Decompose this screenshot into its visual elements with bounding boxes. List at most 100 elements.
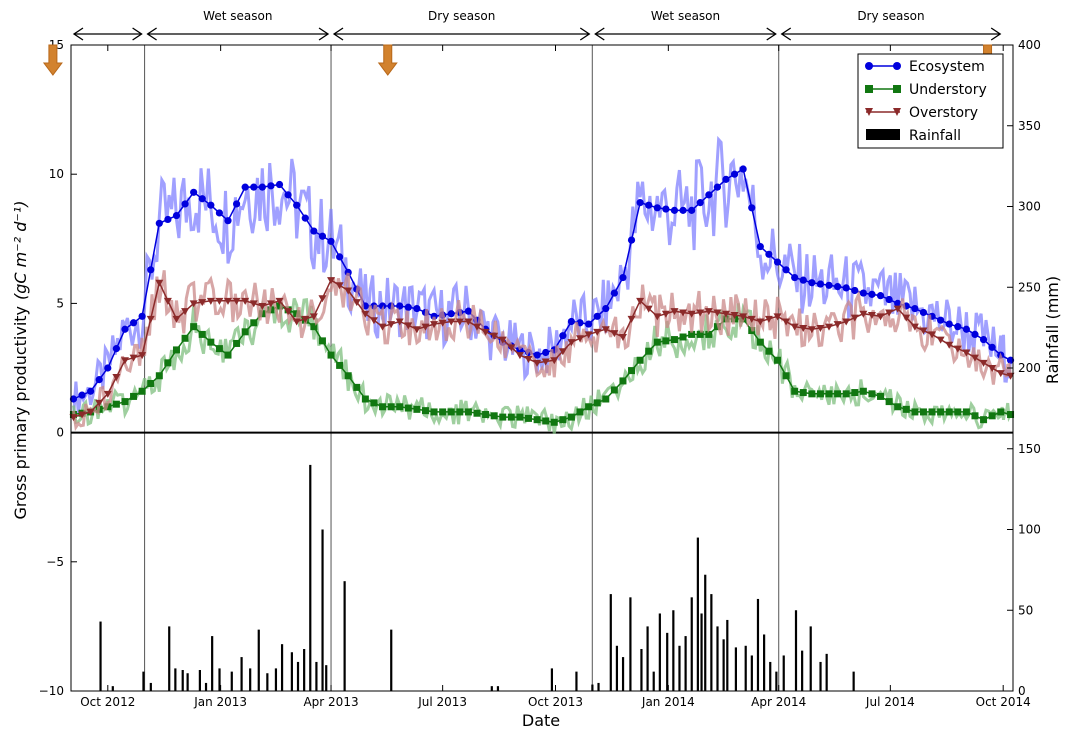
marker-overstory	[653, 313, 662, 321]
marker-overstory	[558, 348, 567, 356]
rainfall-bar	[211, 636, 214, 691]
marker-overstory	[241, 297, 250, 305]
marker-ecosystem	[851, 286, 859, 295]
marker-overstory	[146, 315, 155, 323]
marker-understory	[473, 409, 481, 417]
marker-ecosystem	[310, 227, 318, 235]
x-tick-label: Apr 2013	[303, 695, 358, 709]
marker-overstory	[206, 297, 215, 305]
x-tick-label: Apr 2014	[751, 695, 806, 709]
marker-understory	[370, 399, 378, 407]
rainfall-bar	[296, 661, 300, 691]
marker-understory	[799, 389, 807, 397]
marker-overstory	[103, 390, 112, 398]
season-label: Wet season	[203, 9, 272, 23]
marker-ecosystem	[859, 289, 867, 297]
marker-understory	[628, 367, 636, 375]
marker-understory	[250, 319, 258, 327]
rainfall-bar	[597, 682, 600, 691]
marker-understory	[181, 334, 189, 342]
marker-understory	[224, 351, 232, 359]
marker-understory	[894, 403, 902, 411]
marker-ecosystem	[945, 320, 953, 328]
x-tick-label: Jan 2014	[641, 695, 695, 709]
marker-overstory	[953, 345, 962, 353]
series-markers-overstory	[69, 277, 1015, 422]
marker-overstory	[533, 359, 542, 367]
marker-overstory	[172, 315, 181, 323]
marker-overstory	[232, 297, 241, 305]
rainfall-bar	[149, 682, 152, 691]
marker-understory	[464, 408, 472, 416]
marker-understory	[318, 337, 326, 345]
marker-ecosystem	[799, 276, 807, 284]
marker-understory	[653, 338, 661, 346]
event-arrow	[42, 44, 63, 76]
marker-overstory	[412, 326, 421, 334]
legend-label-ecosystem: Ecosystem	[909, 59, 985, 75]
legend-entry-overstory: Overstory	[865, 105, 978, 121]
marker-ecosystem	[172, 211, 181, 220]
marker-overstory	[181, 308, 190, 316]
marker-ecosystem	[971, 330, 979, 339]
marker-ecosystem	[954, 323, 962, 331]
season-divider-lines	[144, 45, 780, 691]
marker-ecosystem	[791, 273, 799, 282]
rainfall-bar	[274, 668, 278, 691]
marker-understory	[413, 405, 421, 413]
marker-understory	[679, 333, 687, 341]
rainfall-bar	[744, 645, 747, 691]
marker-overstory	[902, 314, 911, 322]
marker-overstory	[644, 305, 653, 313]
marker-understory	[147, 380, 155, 388]
rainfall-bar	[794, 610, 798, 691]
marker-overstory	[309, 313, 318, 321]
marker-understory	[825, 390, 833, 398]
legend-marker-understory	[893, 85, 901, 93]
marker-overstory	[292, 318, 301, 326]
marker-understory	[954, 408, 962, 416]
rainfall-bar	[710, 594, 713, 691]
rainfall-bar	[99, 621, 102, 691]
rainfall-bar	[198, 670, 201, 691]
marker-ecosystem	[69, 395, 78, 403]
marker-ecosystem	[559, 332, 567, 340]
marker-understory	[971, 412, 979, 420]
marker-overstory	[962, 349, 971, 357]
marker-understory	[353, 383, 361, 391]
marker-understory	[336, 361, 344, 369]
x-tick-label: Jan 2013	[193, 695, 247, 709]
marker-understory	[782, 372, 790, 380]
marker-overstory	[327, 277, 336, 285]
marker-overstory	[421, 323, 430, 331]
y-axis-right-title: Rainfall (mm)	[1043, 276, 1062, 384]
season-label: Dry season	[857, 9, 924, 23]
rainfall-bar	[111, 686, 114, 691]
marker-ecosystem	[688, 206, 696, 214]
marker-overstory	[696, 309, 705, 317]
marker-overstory	[464, 318, 473, 326]
marker-overstory	[284, 308, 293, 316]
marker-ecosystem	[198, 195, 206, 203]
x-axis-title: Date	[522, 711, 560, 729]
marker-ecosystem	[378, 302, 387, 310]
season-label: Wet season	[651, 9, 720, 23]
y-right-tick-label: 150	[1018, 442, 1041, 456]
rainfall-bar	[734, 647, 737, 691]
marker-understory	[636, 356, 644, 364]
rainfall-bar	[750, 655, 753, 691]
rainfall-bar	[142, 671, 145, 691]
marker-understory	[610, 386, 618, 394]
marker-understory	[567, 413, 575, 421]
marker-ecosystem	[241, 183, 249, 191]
marker-overstory	[189, 300, 198, 308]
marker-ecosystem	[868, 290, 876, 298]
marker-understory	[911, 408, 919, 416]
rainfall-bar	[690, 597, 693, 691]
y-axis-left-title-text: Gross primary productivity	[11, 306, 30, 520]
rainfall-bar	[168, 626, 171, 691]
marker-ecosystem	[447, 310, 455, 318]
season-arrow-head	[594, 27, 605, 41]
rainfall-bar	[825, 653, 828, 691]
marker-ecosystem	[911, 304, 919, 313]
